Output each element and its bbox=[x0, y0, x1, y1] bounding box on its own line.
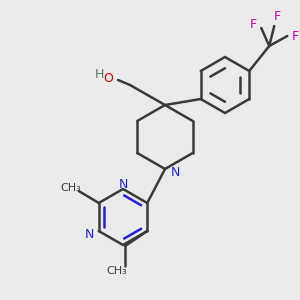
Text: O: O bbox=[103, 71, 113, 85]
Text: CH₃: CH₃ bbox=[107, 266, 128, 276]
Text: N: N bbox=[171, 166, 180, 178]
Text: F: F bbox=[250, 19, 257, 32]
Text: F: F bbox=[292, 29, 299, 43]
Text: CH₃: CH₃ bbox=[60, 183, 81, 193]
Text: N: N bbox=[118, 178, 128, 190]
Text: H: H bbox=[94, 68, 104, 80]
Text: F: F bbox=[274, 10, 281, 22]
Text: N: N bbox=[84, 227, 94, 241]
